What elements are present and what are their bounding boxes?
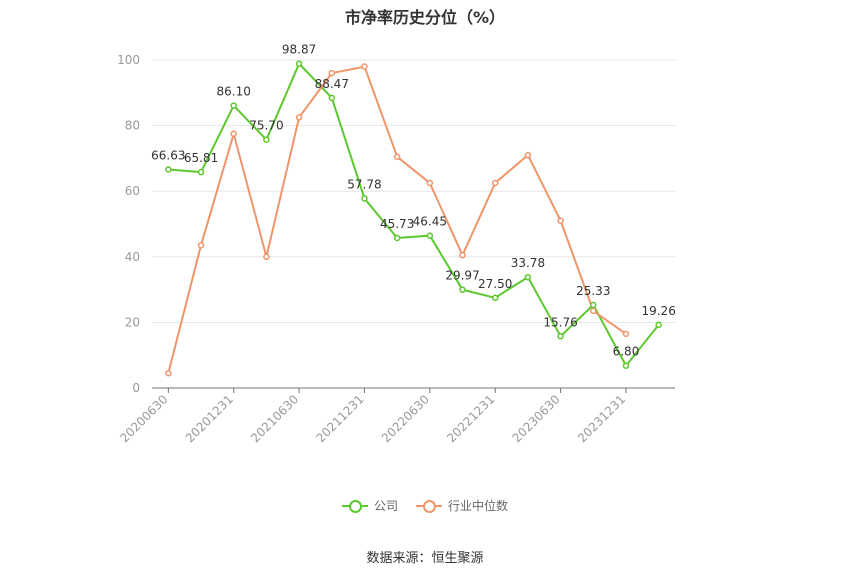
data-point-industry (165, 369, 172, 377)
data-source: 数据来源：恒生聚源 (366, 551, 484, 566)
x-tick-label: 20220630 (379, 392, 432, 445)
legend-item-industry[interactable]: 行业中位数 (416, 497, 508, 514)
data-point-company (328, 94, 336, 102)
data-point-company (655, 321, 662, 329)
data-point-company (524, 273, 532, 281)
data-label: 25.33 (576, 284, 610, 298)
data-point-industry (230, 130, 237, 138)
series-line-company (168, 61, 660, 368)
data-label: 6.80 (613, 345, 640, 359)
data-label: 33.78 (511, 256, 545, 270)
data-point-industry (197, 242, 205, 249)
data-point-industry (622, 330, 630, 338)
data-point-company (197, 168, 205, 176)
plot-area: 0 20 40 60 80 100 20200630 20201231 20210630 2021… (117, 43, 676, 446)
data-point-industry (557, 217, 564, 224)
data-label: 15.76 (543, 315, 577, 329)
x-tick-label: 20221231 (444, 392, 497, 445)
y-tick-label: 20 (125, 315, 140, 329)
data-point-company (557, 333, 564, 340)
data-point-industry (361, 63, 368, 70)
data-point-company (622, 362, 630, 369)
data-point-company (361, 195, 368, 202)
data-point-industry (590, 307, 597, 315)
y-tick-label: 80 (125, 119, 140, 133)
data-label: 86.10 (217, 85, 251, 99)
data-point-industry (295, 114, 303, 121)
data-label: 98.87 (282, 43, 316, 57)
legend-item-company[interactable]: 公司 (341, 497, 398, 514)
data-point-company (426, 232, 434, 239)
x-tick-label: 20201231 (183, 392, 236, 445)
data-point-company (590, 301, 597, 309)
x-tick-label: 20210630 (248, 392, 301, 445)
x-tick-label: 20211231 (314, 392, 367, 445)
legend: 公司 行业中位数 (0, 497, 850, 514)
x-tick-label: 20231231 (575, 392, 628, 445)
data-point-company (165, 166, 172, 173)
data-point-company (393, 234, 401, 242)
x-tick-label: 20200630 (117, 392, 170, 445)
data-point-industry (263, 253, 270, 261)
data-label: 66.63 (151, 148, 185, 162)
y-tick-label: 0 (132, 381, 140, 395)
data-point-industry (459, 251, 466, 259)
data-point-industry (393, 153, 401, 161)
legend-industry-label: 行业中位数 (448, 499, 509, 513)
data-point-company (263, 136, 270, 143)
data-point-industry (491, 179, 499, 187)
chart-title: 市净率历史分位（%） (344, 8, 506, 27)
data-label: 45.73 (380, 217, 414, 231)
data-label: 27.50 (478, 277, 512, 291)
data-label: 75.70 (249, 119, 283, 133)
data-point-company (230, 102, 237, 109)
y-tick-label: 40 (125, 250, 140, 264)
data-label: 57.78 (347, 177, 381, 191)
data-label: 65.81 (184, 151, 218, 165)
y-tick-label: 60 (125, 184, 140, 198)
data-label: 46.45 (413, 215, 447, 229)
x-tick-label: 20230630 (510, 392, 563, 445)
y-tick-label: 100 (117, 53, 140, 67)
legend-industry-marker (416, 499, 442, 513)
legend-company-label: 公司 (373, 499, 398, 513)
data-point-company (295, 60, 303, 67)
data-label: 29.97 (445, 269, 479, 283)
data-point-company (491, 294, 499, 302)
data-label: 88.47 (315, 77, 349, 91)
data-point-company (459, 286, 466, 293)
data-label: 19.26 (641, 304, 675, 318)
data-point-industry (426, 179, 434, 187)
data-point-industry (328, 69, 336, 77)
legend-company-marker (341, 499, 368, 513)
data-point-industry (524, 151, 532, 159)
